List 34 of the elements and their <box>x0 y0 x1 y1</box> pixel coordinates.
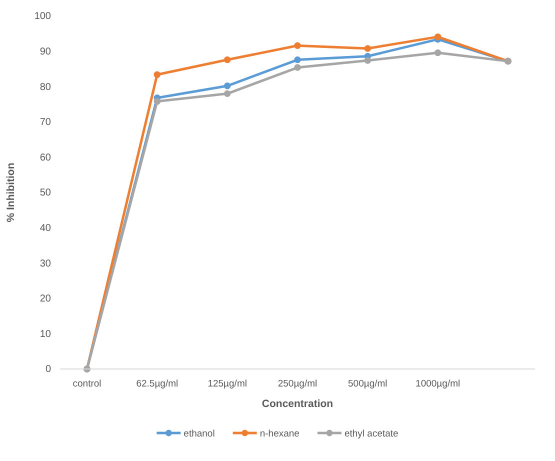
y-tick-label: 0 <box>45 364 52 376</box>
point <box>224 90 231 98</box>
point <box>294 64 301 71</box>
x-tick-label: control <box>72 378 102 390</box>
x-tick-label: 1000µg/ml <box>416 378 460 390</box>
legend-label: n-hexane <box>260 428 300 440</box>
x-tick-label: 125µg/ml <box>208 378 247 390</box>
y-tick-label: 90 <box>40 46 52 58</box>
legend-label: ethyl acetate <box>344 428 398 440</box>
point <box>434 33 442 40</box>
x-tick-label: 250µg/ml <box>278 378 318 390</box>
point <box>224 82 231 90</box>
point <box>364 45 372 52</box>
point <box>154 71 161 78</box>
x-tick-label: 500µg/ml <box>348 378 388 390</box>
y-axis-title: % Inhibition <box>5 162 17 222</box>
y-tick-label: 100 <box>34 11 52 22</box>
point <box>294 56 301 64</box>
y-tick-label: 70 <box>40 117 52 128</box>
y-tick-label: 60 <box>40 152 52 164</box>
y-tick-label: 40 <box>40 223 52 234</box>
y-tick-label: 10 <box>40 328 52 340</box>
x-tick-label: 62.5µg/ml <box>136 378 178 390</box>
y-tick-label: 50 <box>40 188 52 199</box>
point <box>154 98 161 105</box>
y-tick-label: 20 <box>40 294 52 305</box>
point <box>224 56 231 64</box>
y-tick-label: 30 <box>40 258 52 270</box>
point <box>364 57 372 64</box>
legend-label: ethanol <box>184 428 215 440</box>
point <box>294 42 301 50</box>
y-tick-label: 80 <box>40 82 52 93</box>
x-axis-title: Concentration <box>262 398 334 410</box>
point <box>434 49 442 56</box>
